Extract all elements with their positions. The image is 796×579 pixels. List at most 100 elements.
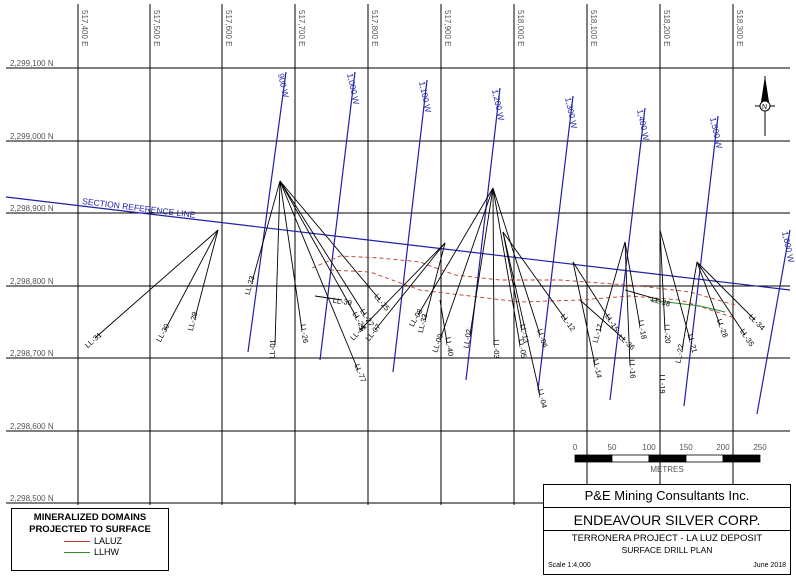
scale-segment [648,454,687,463]
svg-text:N: N [762,104,767,111]
section-label: 1,600 W [780,230,796,263]
northing-label: 2,299,000 N [10,132,54,141]
easting-label: 518,200 E [662,10,671,46]
section-line [392,79,428,373]
drill-hole-label: LL-12 [559,312,577,333]
section-reference-label: SECTION REFERENCE LINE [82,196,197,220]
drill-hole-trace [274,180,281,346]
drill-hole-label: LL-03 [492,339,501,358]
northing-label: 2,298,600 N [10,422,54,431]
drill-hole-trace [251,180,281,283]
drill-hole-label: LL-21 [686,333,700,354]
drill-hole-label: LL-06 [535,328,549,349]
drill-hole-trace [359,242,446,331]
easting-label: 517,700 E [297,10,306,46]
drill-hole-label: LL-04 [536,388,549,409]
drill-hole-label: LL-09 [430,333,445,354]
drill-hole-trace [492,187,495,346]
scale-tick: 100 [642,443,656,452]
section-label: 900 W [276,72,291,98]
scale-bar: 0 50 100 150 200 250 METRES [573,443,767,474]
drill-hole-label: LL-01 [268,339,278,358]
drill-hole-trace [492,187,541,336]
drill-hole-label: LL-25 [372,292,391,312]
drill-hole-trace [624,289,661,301]
drill-hole-trace [279,180,303,331]
section-label: 1,100 W [417,80,433,113]
plan-title: SURFACE DRILL PLAN [621,545,713,555]
scale-segment [722,454,761,463]
drill-hole-label: LL-40 [443,336,455,356]
northing-label: 2,298,500 N [10,494,54,503]
scale-tick: 150 [679,443,693,452]
section-label: 1,300 W [563,96,579,129]
drill-hole-trace [439,299,448,344]
easting-label: 517,500 E [152,10,161,46]
northing-label: 2,299,100 N [10,59,54,68]
drill-hole-trace [502,231,567,321]
section-label: 1,200 W [490,88,506,121]
drill-hole-label: LL-38 [650,295,671,309]
northing-label: 2,298,800 N [10,277,54,286]
drill-hole-label: LL-39 [332,296,352,308]
drill-hole-trace [659,229,691,341]
drill-hole-label: LL-34 [747,312,767,332]
drill-hole-trace [194,229,219,319]
legend-title: MINERALIZED DOMAINS PROJECTED TO SURFACE [29,512,151,535]
section-reference-line [5,196,791,291]
drill-hole-trace [624,241,631,366]
drill-hole-trace [624,241,641,327]
drill-hole-trace [572,261,596,366]
drill-hole-label: LL-77 [352,362,368,383]
scale-unit: METRES [650,465,683,474]
grid-labels: 517,400 E 517,500 E 517,600 E 517,700 E 517,… [10,10,744,503]
laluz-domain [311,255,736,306]
north-arrow-icon: N [755,76,775,136]
drill-hole-label: LL-17 [591,323,605,344]
easting-label: 517,900 E [443,10,452,46]
drill-hole-trace [417,187,494,316]
easting-label: 517,800 E [370,10,379,46]
drill-hole-label: LL-20 [663,324,673,344]
drill-hole-trace [314,295,343,301]
section-line [537,95,574,391]
client-name: ENDEAVOUR SILVER CORP. [573,512,761,528]
drill-hole-trace [599,241,626,331]
drill-hole-trace [502,231,523,331]
company-name: P&E Mining Consultants Inc. [584,488,750,503]
drill-hole-trace [279,180,358,319]
mineralized-domains [311,255,736,319]
scale-tick: 200 [716,443,730,452]
drill-hole-trace [164,229,219,331]
drill-hole-label: LL-19 [658,374,667,393]
section-line [756,229,791,415]
easting-label: 518,100 E [589,10,598,46]
northing-label: 2,298,700 N [10,349,54,358]
drill-hole-trace [492,187,521,346]
title-block: P&E Mining Consultants Inc. ENDEAVOUR SI… [543,484,791,575]
legend-item-llhw: LLHW [12,547,168,558]
drill-hole-label: LL-36 [617,332,637,351]
section-label: 1,400 W [635,108,651,141]
scale-segment [574,454,613,463]
section-line [465,87,501,381]
map-date: June 2018 [753,562,786,569]
scale-segment [685,454,724,463]
scale-segment [611,454,650,463]
easting-label: 517,400 E [80,10,89,46]
drill-hole-trace [696,261,746,336]
drill-hole-label: LL-02 [462,328,474,348]
drill-hole-trace [469,187,494,336]
llhw-swatch [64,552,90,553]
drill-hole-trace [696,261,756,321]
drill-hole-trace [424,242,446,321]
drill-hole-label: LL-14 [591,358,604,379]
drill-hole-trace [572,261,611,321]
drill-hole-label: LL-30 [154,322,171,343]
scale-tick: 250 [753,443,767,452]
drill-hole-label: LL-29 [186,311,200,332]
section-line [319,71,356,361]
drill-hole-trace [94,229,219,339]
drill-hole-trace [579,299,626,341]
